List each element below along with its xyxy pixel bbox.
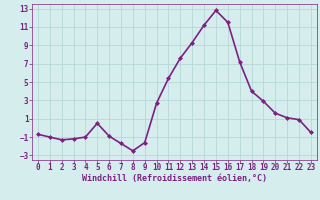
X-axis label: Windchill (Refroidissement éolien,°C): Windchill (Refroidissement éolien,°C) — [82, 174, 267, 183]
